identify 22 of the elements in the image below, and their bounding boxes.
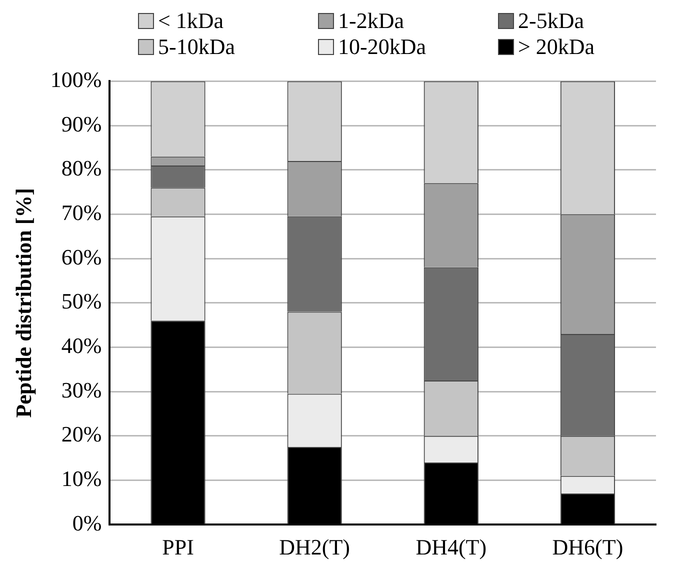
y-tick-label: 90% xyxy=(61,111,102,136)
y-tick-label: 70% xyxy=(61,200,102,225)
y-tick-label: 50% xyxy=(61,288,102,314)
x-tick-label: DH2(T) xyxy=(279,534,350,560)
legend-label: 2-5kDa xyxy=(518,8,584,34)
x-tick-label: DH6(T) xyxy=(552,534,624,560)
legend-label: 1-2kDa xyxy=(338,8,404,34)
legend-label: > 20kDa xyxy=(518,34,595,60)
y-tick-label: 30% xyxy=(61,377,102,402)
x-tick-label: PPI xyxy=(162,534,194,560)
legend-label: 10-20kDa xyxy=(338,34,426,60)
x-tick-label: DH4(T) xyxy=(416,534,487,560)
y-tick-label: 0% xyxy=(72,510,102,536)
legend-label: < 1kDa xyxy=(158,8,224,34)
y-tick-label: 40% xyxy=(61,333,102,358)
y-tick-label: 20% xyxy=(61,422,102,447)
y-tick-label: 60% xyxy=(61,244,102,270)
y-axis-title: Peptide distribution [%] xyxy=(10,188,36,418)
y-tick-label: 100% xyxy=(50,66,102,92)
y-tick-label: 10% xyxy=(61,466,102,492)
legend-label: 5-10kDa xyxy=(158,34,235,60)
y-tick-label: 80% xyxy=(61,156,102,181)
